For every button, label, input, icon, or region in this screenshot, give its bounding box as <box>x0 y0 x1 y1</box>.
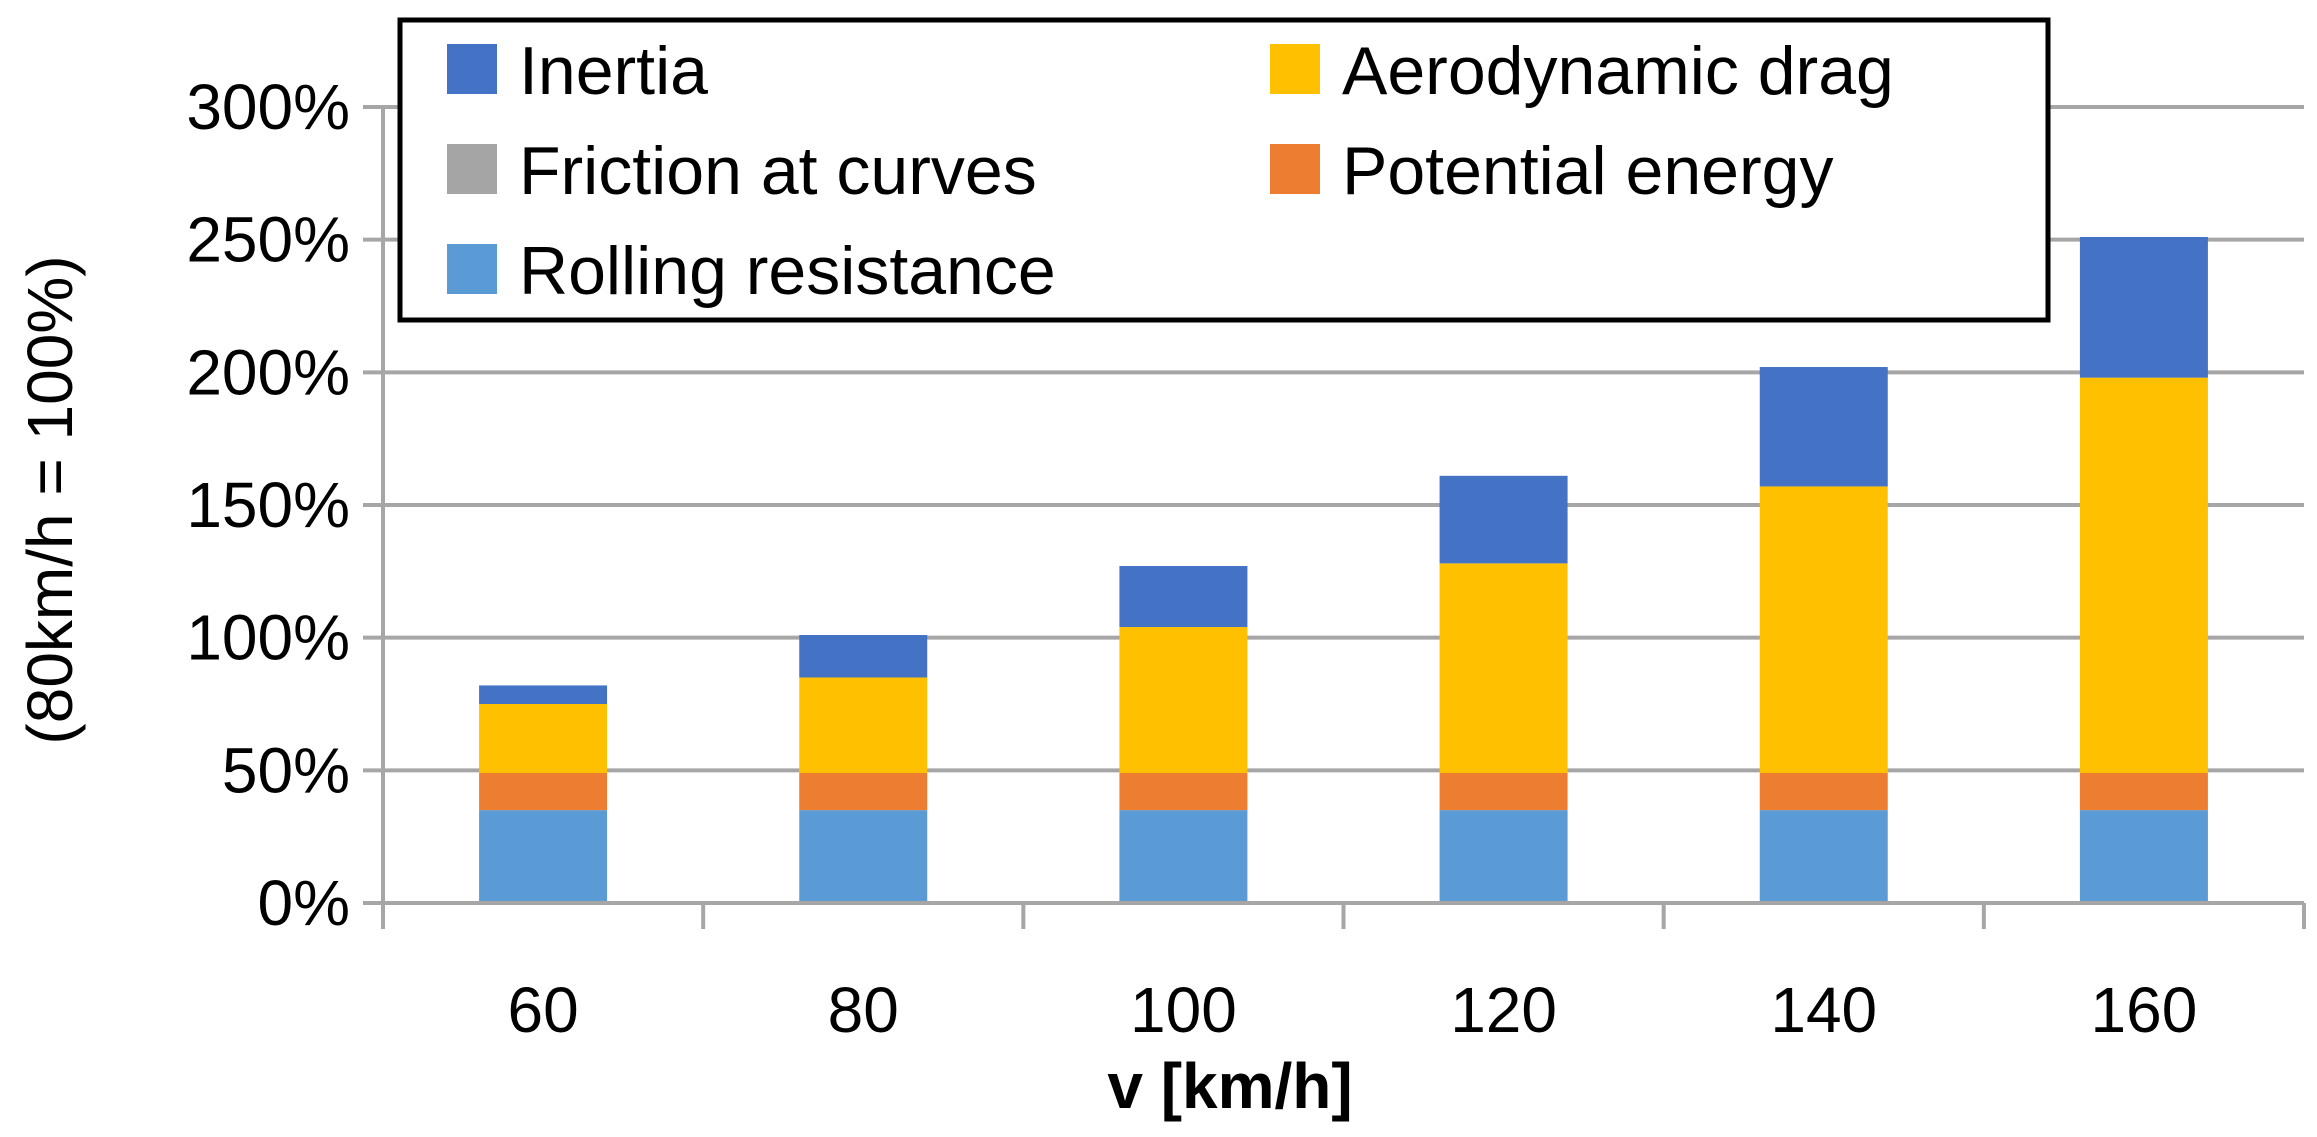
x-tick-label: 60 <box>507 974 578 1046</box>
y-tick-label: 300% <box>186 71 350 143</box>
y-tick-label: 150% <box>186 469 350 541</box>
legend-label-rolling-resistance: Rolling resistance <box>519 233 1056 309</box>
y-tick-label: 0% <box>258 867 351 939</box>
bar-aerodynamic-drag <box>2079 377 2208 773</box>
bar-inertia <box>1439 475 1568 564</box>
bar-potential-energy <box>479 772 608 811</box>
bar-rolling-resistance <box>1119 810 1248 903</box>
y-axis-title: (80km/h = 100%) <box>14 255 86 744</box>
legend-label-potential-energy: Potential energy <box>1342 133 1833 209</box>
y-tick-label: 200% <box>186 336 350 408</box>
bar-rolling-resistance <box>2079 810 2208 903</box>
bar-rolling-resistance <box>1439 810 1568 903</box>
bar-inertia <box>2079 237 2208 378</box>
bar-inertia <box>1119 566 1248 628</box>
y-tick-labels: 0% 50% 100% 150% 200% 250% 300% <box>186 71 350 939</box>
bar-rolling-resistance <box>1759 810 1888 903</box>
y-tick-label: 250% <box>186 204 350 276</box>
bar-inertia <box>479 685 608 704</box>
legend-swatch-friction-at-curves <box>447 144 497 194</box>
x-tick-label: 100 <box>1130 974 1237 1046</box>
legend-label-inertia: Inertia <box>519 33 708 109</box>
bar-potential-energy <box>1439 772 1568 811</box>
bar-aerodynamic-drag <box>1119 627 1248 773</box>
bar-potential-energy <box>1759 772 1888 811</box>
bar-potential-energy <box>2079 772 2208 811</box>
bar-rolling-resistance <box>799 810 928 903</box>
y-tick-label: 50% <box>222 734 350 806</box>
bar-potential-energy <box>799 772 928 811</box>
x-tick-label: 80 <box>828 974 899 1046</box>
axes <box>363 105 2306 929</box>
bar-inertia <box>1759 367 1888 487</box>
x-axis-title: v [km/h] <box>1107 1050 1352 1122</box>
bar-inertia <box>799 635 928 678</box>
bar-aerodynamic-drag <box>799 677 928 773</box>
legend-swatch-inertia <box>447 44 497 94</box>
bar-rolling-resistance <box>479 810 608 903</box>
bar-aerodynamic-drag <box>1759 486 1888 773</box>
x-tick-label: 120 <box>1450 974 1557 1046</box>
legend-swatch-rolling-resistance <box>447 244 497 294</box>
legend-swatch-aerodynamic-drag <box>1270 44 1320 94</box>
bar-potential-energy <box>1119 772 1248 811</box>
x-tick-labels: 60 80 100 120 140 160 <box>507 974 2197 1046</box>
legend-label-friction-at-curves: Friction at curves <box>519 133 1037 209</box>
legend-swatch-potential-energy <box>1270 144 1320 194</box>
y-tick-label: 100% <box>186 602 350 674</box>
legend-label-aerodynamic-drag: Aerodynamic drag <box>1342 33 1894 109</box>
x-tick-label: 140 <box>1770 974 1877 1046</box>
bar-aerodynamic-drag <box>479 704 608 773</box>
bar-aerodynamic-drag <box>1439 563 1568 773</box>
x-tick-label: 160 <box>2091 974 2198 1046</box>
bars <box>479 237 2208 903</box>
legend: Inertia Aerodynamic drag Friction at curve… <box>397 17 2051 323</box>
legend-box <box>397 17 2051 323</box>
